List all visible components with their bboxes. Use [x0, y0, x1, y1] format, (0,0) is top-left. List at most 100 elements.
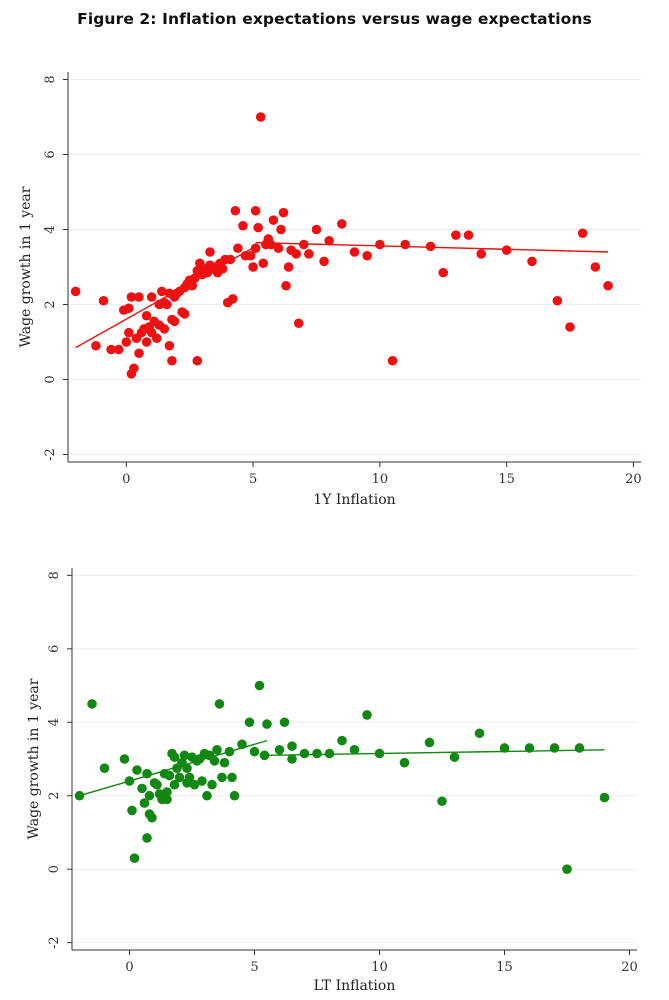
- data-point: [124, 303, 134, 314]
- data-point: [311, 224, 322, 235]
- data-point: [577, 228, 588, 239]
- data-point: [106, 344, 116, 355]
- data-point: [268, 215, 279, 225]
- data-point: [197, 776, 207, 786]
- data-point: [248, 262, 258, 272]
- data-point: [603, 280, 613, 291]
- data-point: [167, 355, 177, 366]
- data-point: [574, 743, 585, 753]
- y-tick-label: 2: [47, 792, 62, 800]
- y-tick-label: 0: [47, 865, 62, 873]
- data-point: [238, 220, 248, 231]
- data-point: [279, 717, 290, 728]
- x-axis-label: LT Inflation: [314, 978, 396, 994]
- data-point: [207, 779, 217, 790]
- data-point: [244, 717, 255, 728]
- data-point: [276, 224, 286, 235]
- data-point: [127, 805, 137, 816]
- data-point: [142, 768, 152, 779]
- y-tick-label: 4: [43, 225, 58, 233]
- data-point: [225, 254, 236, 265]
- data-point: [299, 748, 310, 759]
- data-point: [157, 286, 167, 297]
- data-point: [337, 735, 347, 746]
- data-point: [399, 757, 410, 768]
- data-point: [121, 337, 132, 347]
- data-point: [324, 235, 334, 246]
- data-point: [189, 273, 200, 284]
- data-point: [219, 757, 230, 768]
- data-point: [147, 812, 157, 823]
- data-point: [162, 787, 172, 797]
- data-point: [245, 250, 256, 261]
- data-point: [438, 267, 449, 278]
- data-point: [451, 230, 461, 240]
- data-point: [224, 746, 235, 757]
- data-point: [179, 750, 190, 761]
- data-point: [169, 316, 180, 327]
- x-tick-label: 15: [496, 960, 513, 975]
- data-point: [266, 239, 276, 250]
- data-point: [151, 333, 162, 344]
- data-point: [233, 243, 243, 254]
- data-point: [287, 741, 297, 751]
- data-point: [126, 292, 137, 302]
- data-point: [217, 264, 228, 274]
- data-point: [87, 699, 97, 709]
- data-point: [164, 770, 175, 781]
- data-point: [599, 792, 610, 803]
- data-point: [146, 292, 157, 302]
- data-point: [287, 754, 297, 764]
- x-tick-label: 20: [625, 472, 642, 487]
- x-tick-label: 0: [125, 960, 133, 975]
- data-point: [227, 772, 237, 783]
- data-point: [217, 772, 227, 783]
- data-point: [590, 262, 601, 272]
- data-point: [91, 340, 101, 351]
- figure-title: Figure 2: Inflation expectations versus …: [77, 10, 592, 28]
- data-point: [192, 355, 203, 366]
- data-point: [324, 748, 335, 759]
- data-point: [74, 790, 85, 801]
- data-point: [565, 322, 575, 332]
- y-axis-label: Wage growth in 1 year: [18, 186, 34, 347]
- data-point: [437, 796, 447, 807]
- data-point: [159, 324, 170, 334]
- data-point: [499, 743, 510, 753]
- y-tick-label: 0: [43, 375, 58, 383]
- data-point: [99, 763, 110, 773]
- data-point: [524, 743, 535, 753]
- data-point: [174, 772, 185, 783]
- data-point: [202, 790, 212, 801]
- data-point: [293, 318, 304, 329]
- data-point: [562, 864, 572, 874]
- data-point: [319, 256, 329, 267]
- x-tick-label: 10: [371, 960, 388, 975]
- data-point: [129, 363, 139, 374]
- x-tick-label: 15: [498, 472, 515, 487]
- data-point: [254, 680, 265, 691]
- x-tick-label: 5: [249, 472, 257, 487]
- y-tick-label: -2: [43, 448, 58, 461]
- data-point: [144, 790, 155, 801]
- data-point: [129, 853, 140, 863]
- data-point: [273, 243, 284, 254]
- data-point: [169, 752, 180, 762]
- data-point: [274, 745, 285, 755]
- data-point: [349, 247, 360, 257]
- data-point: [214, 699, 225, 709]
- data-point: [349, 745, 360, 755]
- y-axis-label: Wage growth in 1 year: [26, 678, 42, 839]
- data-point: [139, 798, 150, 808]
- y-tick-label: 8: [43, 75, 58, 83]
- data-point: [278, 207, 289, 218]
- data-point: [124, 776, 135, 786]
- y-tick-label: 2: [43, 300, 58, 308]
- data-point: [229, 790, 240, 801]
- data-point: [162, 299, 172, 310]
- data-point: [549, 743, 560, 753]
- data-point: [424, 737, 435, 748]
- data-point: [164, 340, 175, 351]
- data-point: [250, 243, 261, 254]
- data-point: [527, 256, 537, 267]
